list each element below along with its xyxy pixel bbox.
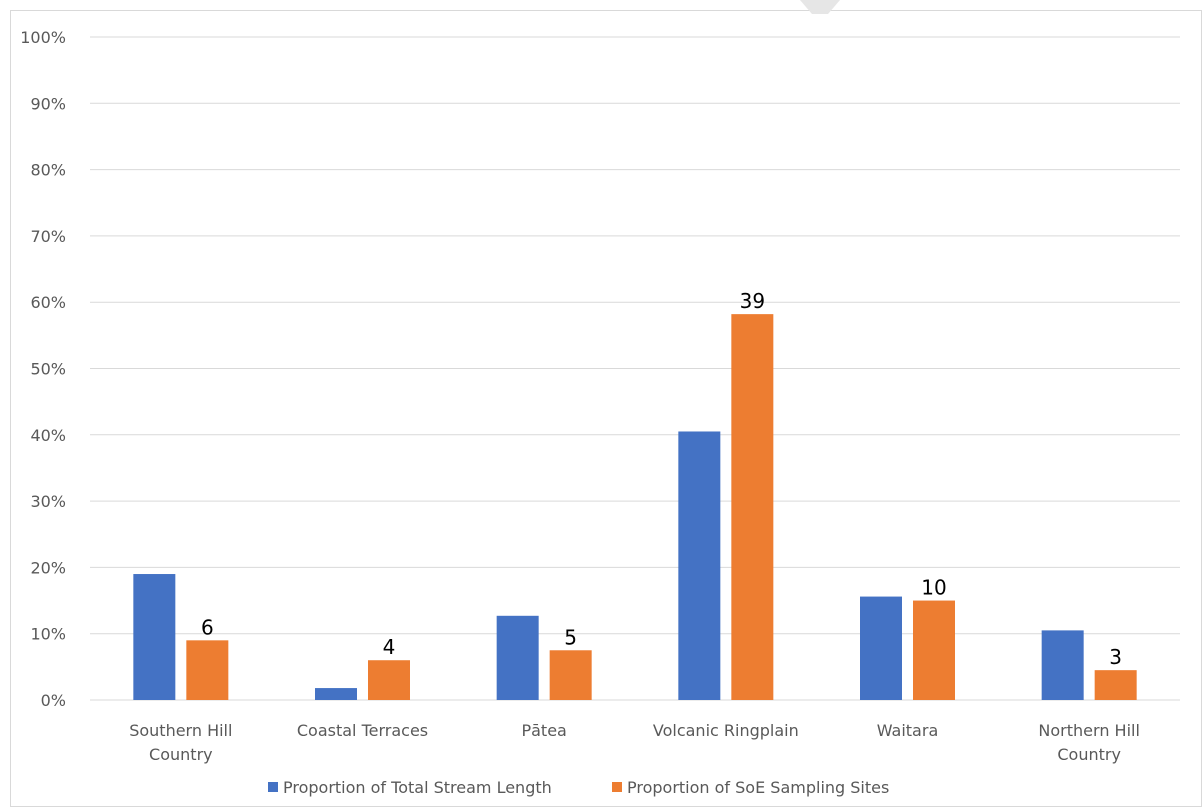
y-tick-label: 10% [30,625,66,644]
chart-frame [10,10,1202,807]
bar [496,615,539,700]
y-tick-label: 100% [20,28,66,47]
y-tick-label: 60% [30,293,66,312]
y-axis-ticks: 0% 10% 20% 30% 40% 50% 60% 70% 80% 90% 100% [20,28,66,710]
legend-label: Proportion of Total Stream Length [283,778,552,797]
data-label: 39 [740,289,765,313]
category-label: Pātea [521,721,566,740]
category-label: Volcanic Ringplain [653,721,799,740]
category-label: Southern Hill [129,721,232,740]
bar [860,596,902,700]
legend-swatch [268,782,278,792]
category-label: Coastal Terraces [297,721,428,740]
legend: Proportion of Total Stream Length Proport… [268,778,889,797]
category-label: Northern Hill [1038,721,1139,740]
bar [186,640,229,700]
data-label: 10 [921,576,946,600]
bar [315,688,357,700]
category-label: Country [1057,745,1121,764]
bar [1094,670,1137,700]
y-tick-label: 90% [30,94,66,113]
bar [678,431,721,700]
y-tick-label: 70% [30,227,66,246]
data-label: 6 [201,615,214,639]
bar [731,314,774,700]
data-label: 3 [1109,645,1122,669]
legend-swatch [612,782,622,792]
y-tick-label: 80% [30,161,66,180]
y-tick-label: 40% [30,426,66,445]
bar [913,600,955,700]
y-tick-label: 20% [30,558,66,577]
corner-mark [800,0,840,14]
x-axis-categories: Southern Hill Country Coastal Terraces Pāte… [129,721,1140,764]
gridlines [90,36,1180,701]
data-labels: 6 4 5 39 10 3 [201,289,1122,669]
category-label: Waitara [877,721,939,740]
bar [1041,630,1084,700]
data-label: 4 [383,635,396,659]
y-tick-label: 0% [41,691,66,710]
y-tick-label: 50% [30,360,66,379]
bar [368,660,410,700]
legend-label: Proportion of SoE Sampling Sites [627,778,889,797]
data-label: 5 [564,625,577,649]
bar [549,650,592,700]
bars [133,314,1137,700]
category-label: Country [149,745,213,764]
bar [133,574,176,700]
y-tick-label: 30% [30,492,66,511]
